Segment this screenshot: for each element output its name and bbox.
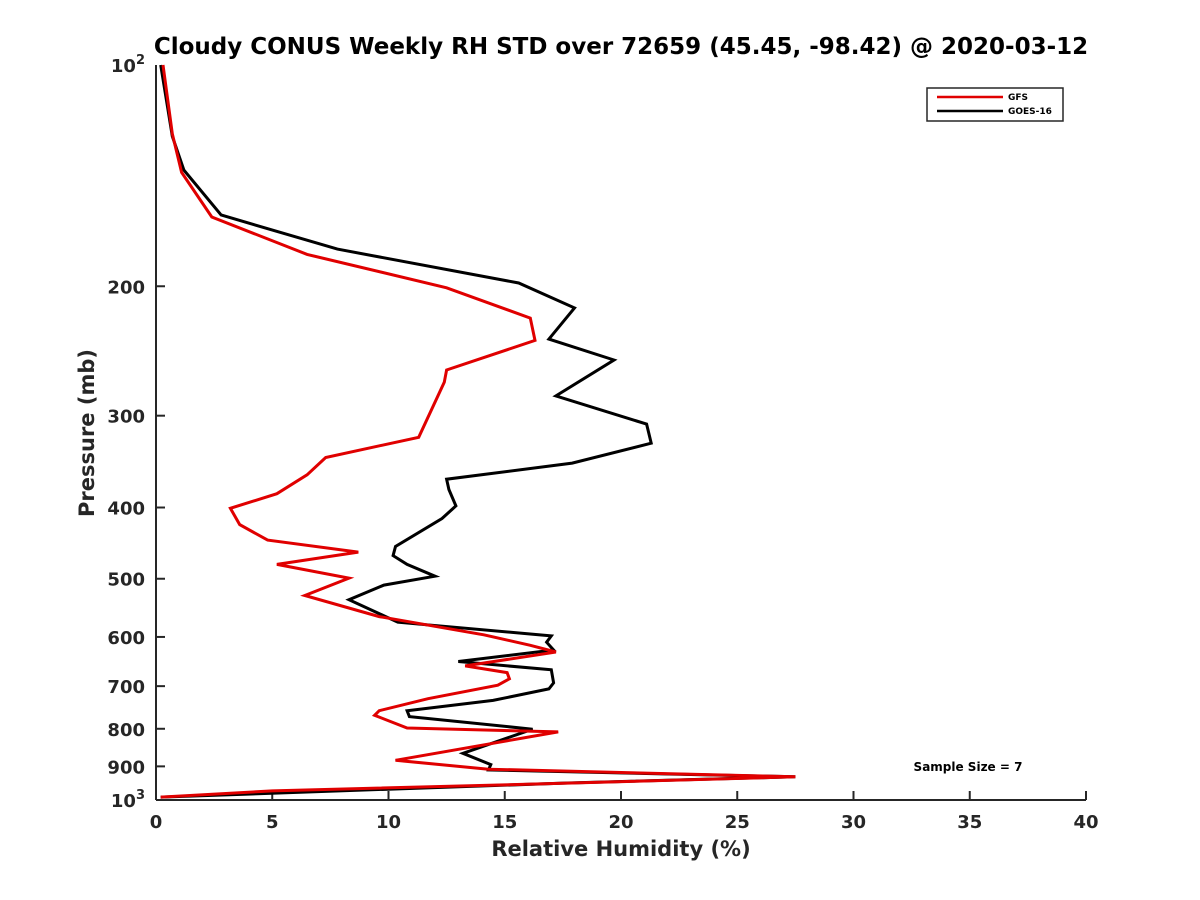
y-tick-label: 400 — [107, 499, 145, 520]
y-tick-label: 800 — [107, 720, 145, 741]
legend-label-goes-16: GOES-16 — [1008, 107, 1052, 117]
x-tick-label: 40 — [1073, 812, 1098, 833]
y-tick-label: 700 — [107, 677, 145, 698]
y-tick-label: 300 — [107, 407, 145, 428]
legend: GFS GOES-16 — [926, 87, 1064, 122]
y-tick-label: 102 — [111, 53, 145, 77]
y-tick-label: 900 — [107, 757, 145, 778]
y-tick-label: 103 — [111, 788, 145, 812]
x-tick-label: 20 — [608, 812, 633, 833]
x-tick-label: 15 — [492, 812, 517, 833]
series-line-gfs — [160, 64, 796, 799]
x-tick-label: 30 — [841, 812, 866, 833]
chart-title: Cloudy CONUS Weekly RH STD over 72659 (4… — [154, 34, 1088, 60]
series-line-goes-16 — [159, 64, 796, 799]
y-tick-label: 600 — [107, 628, 145, 649]
axes: 0 5 10 15 20 25 30 35 40 200 300 400 500 600 700 800 900… — [107, 53, 1098, 833]
x-tick-label: 5 — [266, 812, 279, 833]
y-tick-label: 500 — [107, 570, 145, 591]
x-tick-label: 25 — [725, 812, 750, 833]
sample-size-annotation: Sample Size = 7 — [914, 760, 1023, 774]
x-tick-label: 0 — [150, 812, 163, 833]
x-tick-label: 10 — [376, 812, 401, 833]
x-tick-label: 35 — [957, 812, 982, 833]
series-layer — [159, 64, 796, 799]
y-tick-label: 200 — [107, 277, 145, 298]
x-axis-label: Relative Humidity (%) — [491, 837, 750, 861]
legend-label-gfs: GFS — [1008, 93, 1028, 103]
legend-box — [926, 87, 1064, 122]
y-axis-label: Pressure (mb) — [75, 349, 99, 517]
